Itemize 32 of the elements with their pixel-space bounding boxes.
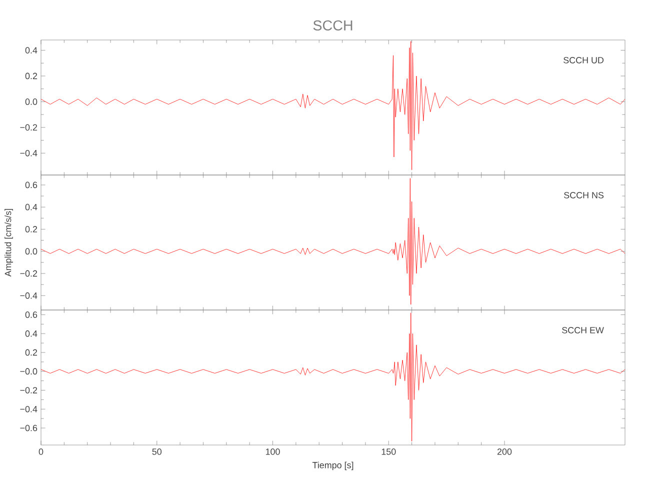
x-tick-label: 0: [38, 448, 44, 455]
y-tick-label: 0.6: [25, 312, 38, 318]
y-tick-label: 0.0: [25, 248, 38, 255]
y-tick-label: 0.2: [25, 349, 38, 356]
x-axis-title: Tiempo [s]: [312, 462, 354, 470]
y-tick-label: 0.4: [25, 47, 38, 54]
y-tick-label: 0.4: [25, 204, 38, 210]
annotation: SCCH UD: [564, 57, 604, 64]
line-series: [41, 312, 626, 442]
x-tick-label: 50: [152, 448, 162, 455]
x-tick-label: 150: [382, 448, 396, 455]
y-tick-label: −0.6: [20, 424, 38, 432]
y-tick-label: −0.2: [20, 124, 38, 131]
y-tick-label: −0.0: [20, 368, 38, 375]
annotation: SCCH NS: [564, 192, 604, 198]
x-tick-label: 100: [266, 448, 280, 455]
y-tick-label: −0.4: [20, 150, 38, 156]
x-tick-label: 200: [497, 448, 512, 455]
annotation: SCCH EW: [562, 327, 604, 334]
y-tick-label: 0.4: [25, 330, 38, 337]
y-tick-label: −0.2: [20, 270, 38, 277]
y-tick-label: 0.0: [25, 98, 38, 105]
y-tick-label: −0.4: [20, 406, 38, 412]
y-tick-label: −0.2: [20, 387, 38, 394]
y-tick-label: 0.2: [25, 72, 38, 80]
y-tick-label: 0.6: [25, 182, 38, 188]
line-series: [41, 178, 626, 305]
line-series: [41, 41, 626, 170]
chart-title: SCCH: [313, 20, 352, 30]
y-tick-label: 0.2: [25, 226, 38, 232]
y-tick-label: −0.4: [20, 292, 38, 299]
y-axis-title: Amplitud [cm/s/s]: [4, 209, 13, 277]
